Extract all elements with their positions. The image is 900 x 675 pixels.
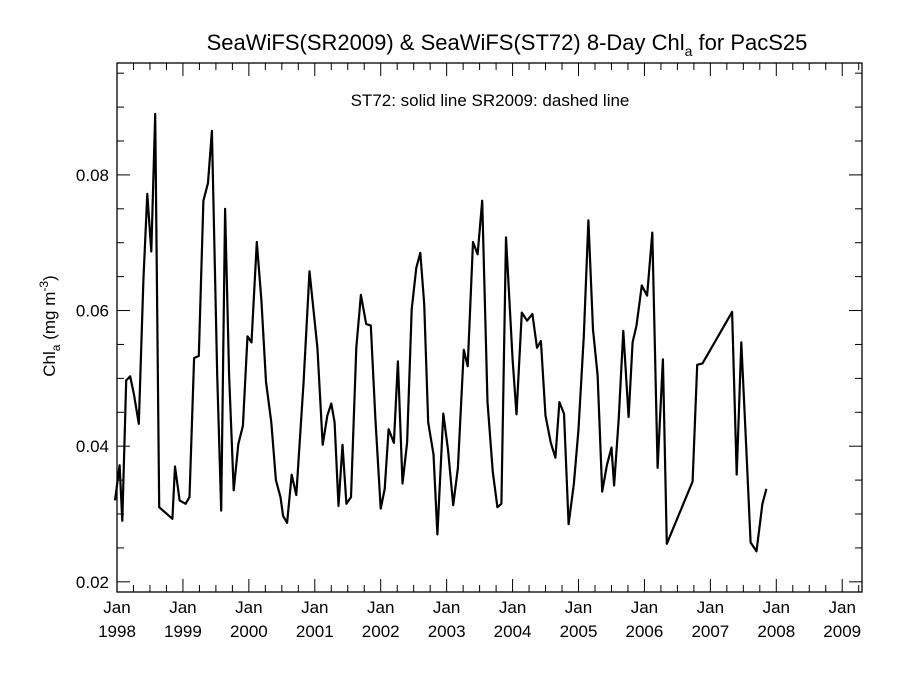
legend-annotation: ST72: solid line SR2009: dashed line [351,91,630,110]
x-tick-label-year: 2001 [296,622,334,641]
x-tick-label-month: Jan [103,598,130,617]
y-tick-label: 0.04 [76,437,109,456]
x-tick-label-year: 2005 [560,622,598,641]
x-tick-label-year: 2003 [428,622,466,641]
axes: 0.02 0.04 0.06 0.08 Jan 1998 Jan 1999 Jan 2000 Jan… [76,62,863,641]
x-tick-label-year: 2002 [362,622,400,641]
y-tick-label: 0.06 [76,302,109,321]
x-tick-label-month: Jan [235,598,262,617]
x-tick-label-month: Jan [697,598,724,617]
series-line-st72 [113,112,768,553]
x-tick-label-year: 2000 [230,622,268,641]
plot-frame [116,62,863,593]
x-tick-label-year: 2007 [691,622,729,641]
chart-title: SeaWiFS(SR2009) & SeaWiFS(ST72) 8-Day Ch… [207,30,808,59]
series-group [113,112,768,553]
x-tick-label-month: Jan [631,598,658,617]
y-tick-label: 0.02 [76,573,109,592]
x-tick-label-year: 2008 [757,622,795,641]
x-tick-label-year: 2009 [823,622,861,641]
x-tick-label-month: Jan [367,598,394,617]
ylabel: Chla (mg m-3) [37,275,63,376]
x-tick-label-year: 1998 [98,622,136,641]
x-tick-label-month: Jan [169,598,196,617]
x-tick-label-year: 1999 [164,622,202,641]
x-tick-label-month: Jan [565,598,592,617]
x-tick-label-month: Jan [829,598,856,617]
x-tick-label-year: 2006 [626,622,664,641]
x-tick-label-year: 2004 [494,622,532,641]
y-tick-label: 0.08 [76,166,109,185]
x-tick-label-month: Jan [433,598,460,617]
x-tick-label-month: Jan [301,598,328,617]
x-tick-label-month: Jan [763,598,790,617]
x-tick-label-month: Jan [499,598,526,617]
